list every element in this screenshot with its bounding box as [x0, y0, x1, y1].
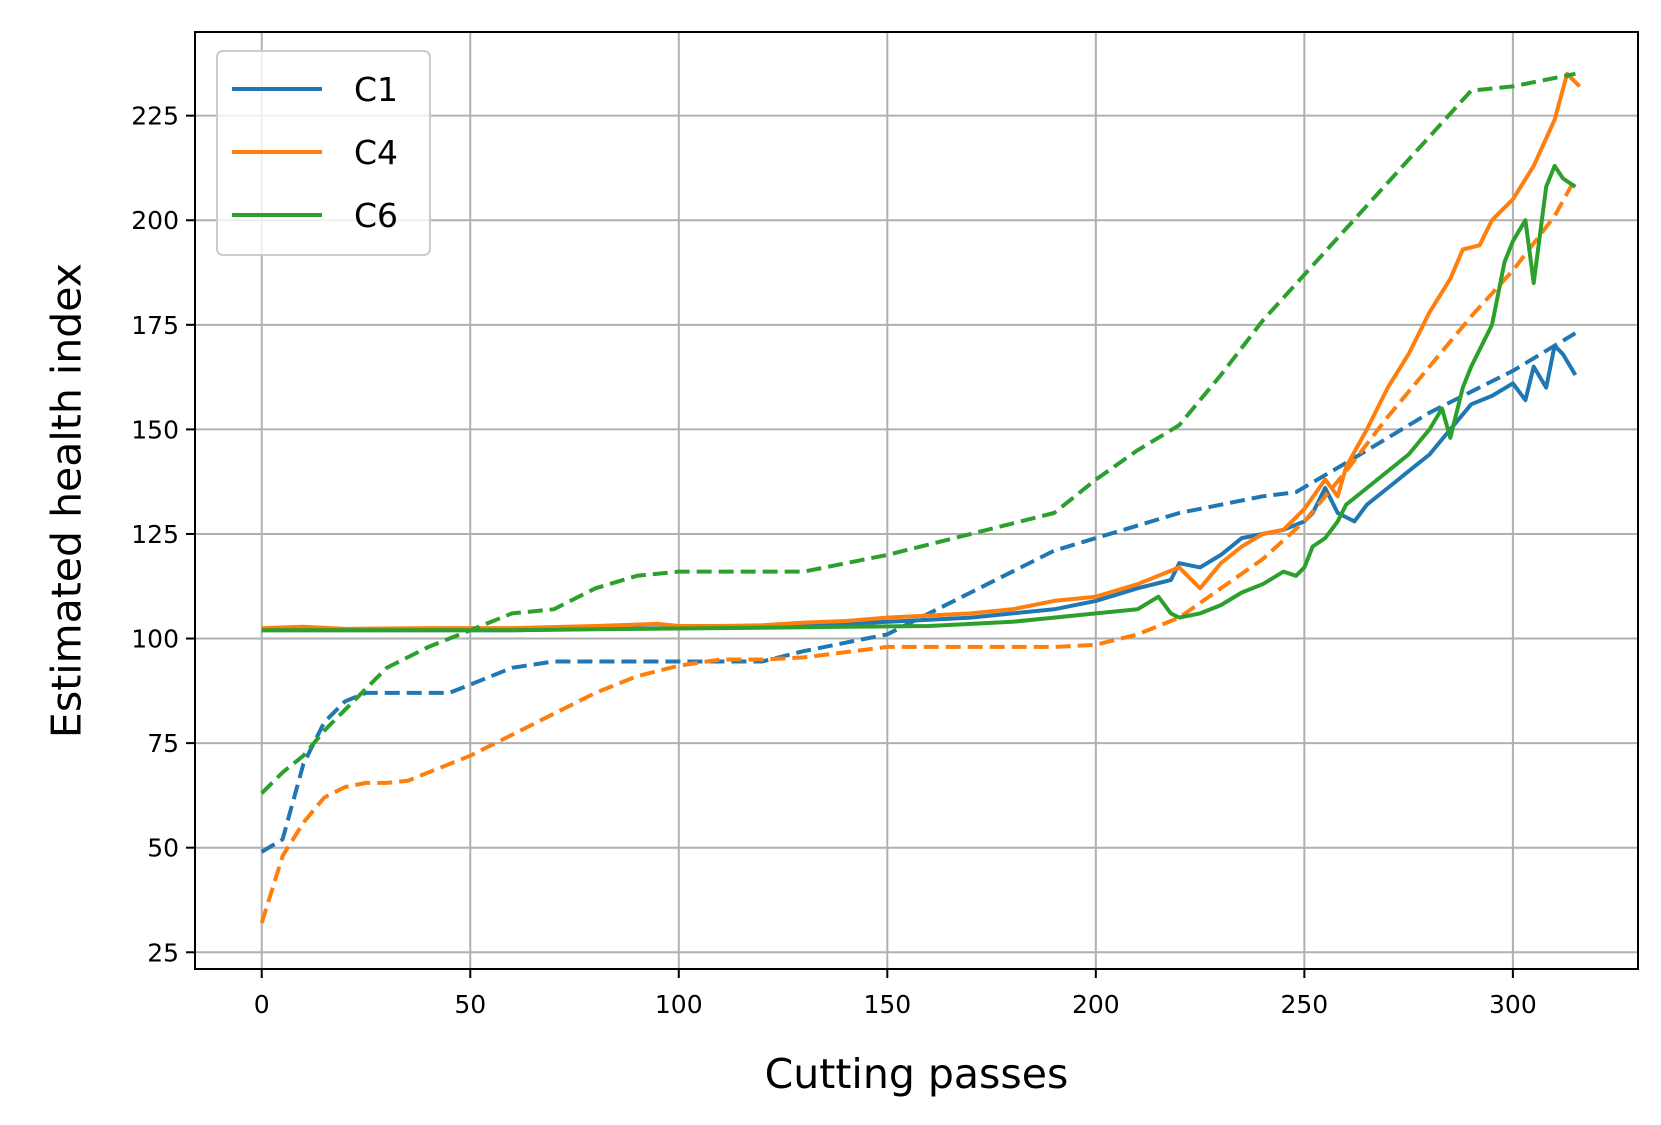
- y-tick-label: 200: [131, 206, 179, 235]
- x-tick-label: 0: [254, 990, 270, 1019]
- x-tick-label: 200: [1072, 990, 1120, 1019]
- series-line-c6-dashed: [260, 71, 1576, 795]
- legend-label-c1: C1: [354, 70, 398, 109]
- y-axis-label: Estimated health index: [42, 263, 90, 738]
- ticks: 0 50 100 150 200 250 300 25 50 75 100 125 150 175 200 2…: [131, 102, 1536, 1019]
- y-tick-label: 50: [147, 834, 179, 863]
- x-tick-label: 100: [655, 990, 703, 1019]
- y-tick-label: 125: [131, 520, 179, 549]
- y-tick-label: 150: [131, 415, 179, 444]
- x-tick-label: 50: [454, 990, 486, 1019]
- legend: C1 C4 C6: [216, 50, 431, 256]
- y-tick-label: 25: [147, 938, 179, 967]
- y-tick-label: 175: [131, 311, 179, 340]
- series-layer: [259, 71, 1582, 924]
- series-line-c4-solid: [261, 71, 1582, 631]
- y-tick-label: 225: [131, 102, 179, 131]
- series-line-c6-solid: [261, 163, 1577, 633]
- plot-frame: [194, 31, 1639, 970]
- x-tick-label: 250: [1280, 990, 1328, 1019]
- legend-box: [216, 50, 431, 256]
- y-tick-label: 100: [131, 625, 179, 654]
- legend-label-c6: C6: [354, 196, 398, 235]
- series-line-c4-dashed: [259, 177, 1578, 924]
- x-tick-label: 150: [863, 990, 911, 1019]
- x-axis-label: Cutting passes: [765, 1050, 1069, 1098]
- legend-label-c4: C4: [354, 133, 398, 172]
- y-tick-label: 75: [147, 729, 179, 758]
- x-tick-label: 300: [1489, 990, 1537, 1019]
- grid: [195, 32, 1638, 969]
